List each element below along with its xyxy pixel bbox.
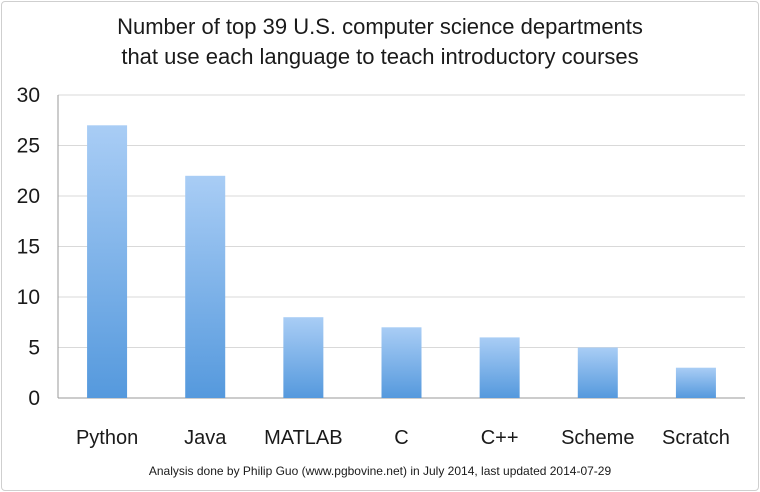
x-tick-label: Scratch xyxy=(662,427,730,449)
bar-java xyxy=(185,175,226,398)
y-tick-label: 20 xyxy=(17,185,40,208)
y-tick-label: 30 xyxy=(17,84,40,107)
bar-c xyxy=(381,327,422,398)
y-tick-label: 0 xyxy=(28,387,40,410)
bar-cpp xyxy=(479,337,520,398)
y-tick-label: 5 xyxy=(28,337,40,360)
bars xyxy=(87,125,716,399)
bar-scratch xyxy=(675,367,716,398)
x-tick-label: Python xyxy=(76,427,138,449)
x-tick-label: C xyxy=(394,427,408,449)
x-tick-label: Java xyxy=(184,427,227,449)
y-tick-label: 25 xyxy=(17,135,40,158)
y-tick-labels: 0 5 10 15 20 25 30 xyxy=(17,84,40,410)
y-tick-label: 10 xyxy=(17,286,40,309)
gridlines xyxy=(58,94,745,348)
chart-title-line-2: that use each language to teach introduc… xyxy=(121,44,639,69)
bar-python xyxy=(87,125,128,399)
footnote: Analysis done by Philip Guo (www.pgbovin… xyxy=(148,464,612,478)
bar-matlab xyxy=(283,317,324,398)
chart-title-line-1: Number of top 39 U.S. computer science d… xyxy=(117,14,643,39)
y-tick-label: 15 xyxy=(17,236,40,259)
x-tick-label: Scheme xyxy=(561,427,634,449)
x-tick-label: MATLAB xyxy=(264,427,343,449)
bar-scheme xyxy=(577,347,618,398)
x-tick-label: C++ xyxy=(481,427,519,449)
x-tick-labels: Python Java MATLAB C C++ Scheme Scratch xyxy=(76,427,730,449)
